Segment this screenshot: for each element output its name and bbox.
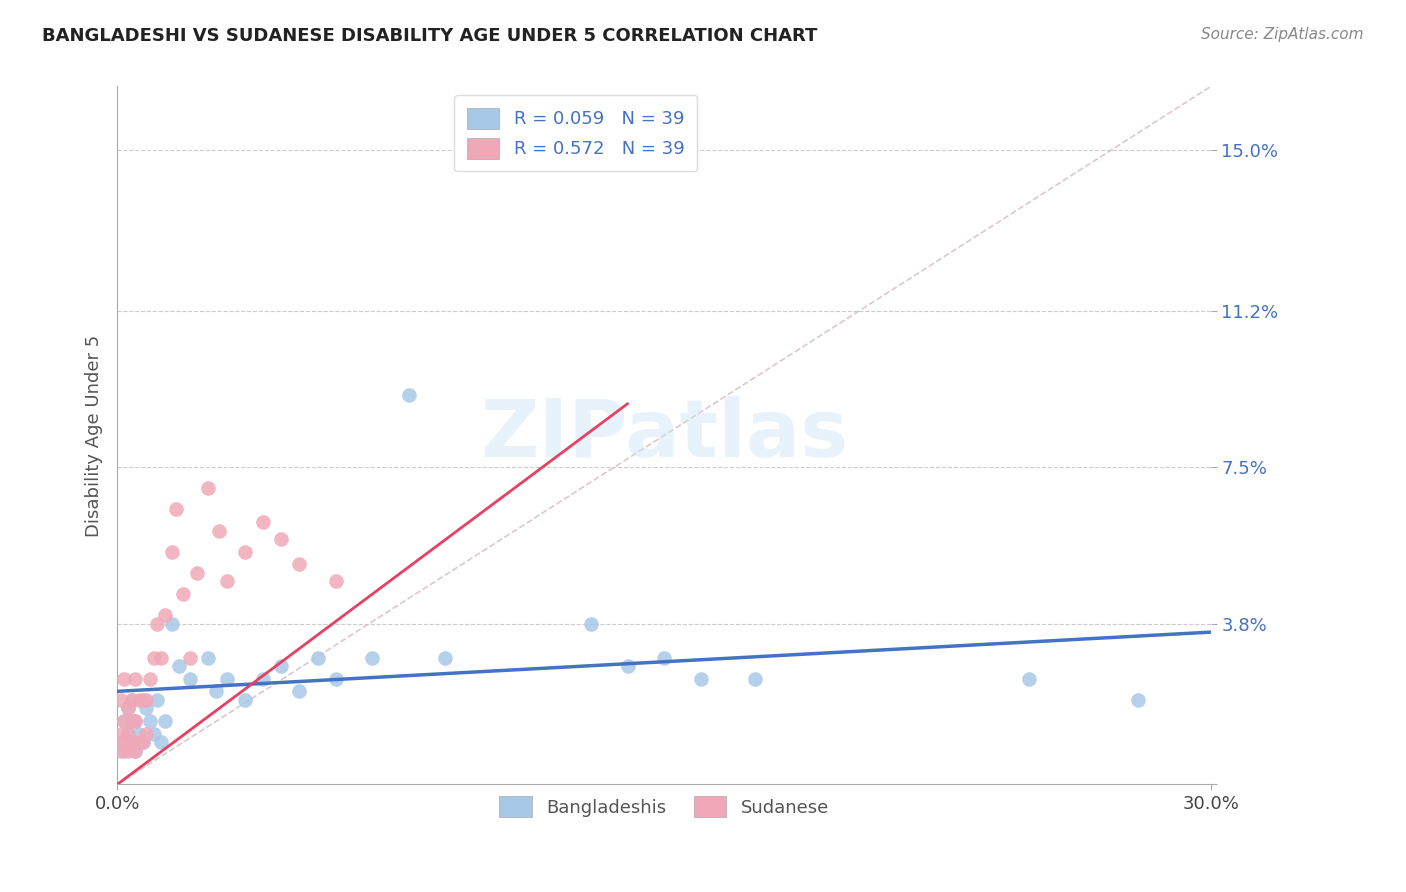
Point <box>146 693 169 707</box>
Point <box>288 684 311 698</box>
Point <box>117 726 139 740</box>
Point <box>128 735 150 749</box>
Point <box>121 693 143 707</box>
Point <box>325 574 347 589</box>
Point <box>114 714 136 728</box>
Legend: Bangladeshis, Sudanese: Bangladeshis, Sudanese <box>492 789 837 824</box>
Point <box>110 735 132 749</box>
Point <box>197 650 219 665</box>
Point <box>114 714 136 728</box>
Point <box>160 545 183 559</box>
Point <box>142 650 165 665</box>
Point <box>288 558 311 572</box>
Point <box>186 566 208 580</box>
Point <box>233 693 256 707</box>
Point <box>139 672 162 686</box>
Point <box>117 701 139 715</box>
Point <box>114 743 136 757</box>
Point <box>579 616 602 631</box>
Point <box>121 693 143 707</box>
Point <box>167 659 190 673</box>
Point <box>652 650 675 665</box>
Point <box>128 726 150 740</box>
Point <box>124 743 146 757</box>
Point <box>398 388 420 402</box>
Point <box>135 701 157 715</box>
Point <box>139 714 162 728</box>
Point <box>744 672 766 686</box>
Point <box>204 684 226 698</box>
Point <box>149 735 172 749</box>
Point <box>215 574 238 589</box>
Y-axis label: Disability Age Under 5: Disability Age Under 5 <box>86 334 103 536</box>
Point <box>252 672 274 686</box>
Point <box>325 672 347 686</box>
Point <box>233 545 256 559</box>
Point <box>121 714 143 728</box>
Point <box>117 743 139 757</box>
Point <box>179 650 201 665</box>
Point <box>153 608 176 623</box>
Text: Source: ZipAtlas.com: Source: ZipAtlas.com <box>1201 27 1364 42</box>
Point <box>361 650 384 665</box>
Point <box>121 735 143 749</box>
Point <box>114 735 136 749</box>
Point <box>146 616 169 631</box>
Point <box>179 672 201 686</box>
Point <box>252 515 274 529</box>
Point <box>114 672 136 686</box>
Point <box>124 672 146 686</box>
Point <box>132 735 155 749</box>
Point <box>616 659 638 673</box>
Text: ZIPatlas: ZIPatlas <box>479 396 848 475</box>
Point <box>132 735 155 749</box>
Point <box>434 650 457 665</box>
Point <box>110 743 132 757</box>
Point <box>165 502 187 516</box>
Point <box>135 726 157 740</box>
Point <box>110 726 132 740</box>
Point <box>142 726 165 740</box>
Point <box>307 650 329 665</box>
Point <box>160 616 183 631</box>
Point <box>172 587 194 601</box>
Point <box>117 701 139 715</box>
Point <box>110 693 132 707</box>
Point <box>270 532 292 546</box>
Point <box>153 714 176 728</box>
Point <box>215 672 238 686</box>
Point <box>128 693 150 707</box>
Point <box>270 659 292 673</box>
Text: BANGLADESHI VS SUDANESE DISABILITY AGE UNDER 5 CORRELATION CHART: BANGLADESHI VS SUDANESE DISABILITY AGE U… <box>42 27 817 45</box>
Point <box>121 735 143 749</box>
Point <box>149 650 172 665</box>
Point <box>135 693 157 707</box>
Point <box>208 524 231 538</box>
Point <box>124 714 146 728</box>
Point <box>689 672 711 686</box>
Point <box>197 481 219 495</box>
Point <box>124 743 146 757</box>
Point <box>117 726 139 740</box>
Point <box>1126 693 1149 707</box>
Point <box>124 714 146 728</box>
Point <box>1018 672 1040 686</box>
Point <box>132 693 155 707</box>
